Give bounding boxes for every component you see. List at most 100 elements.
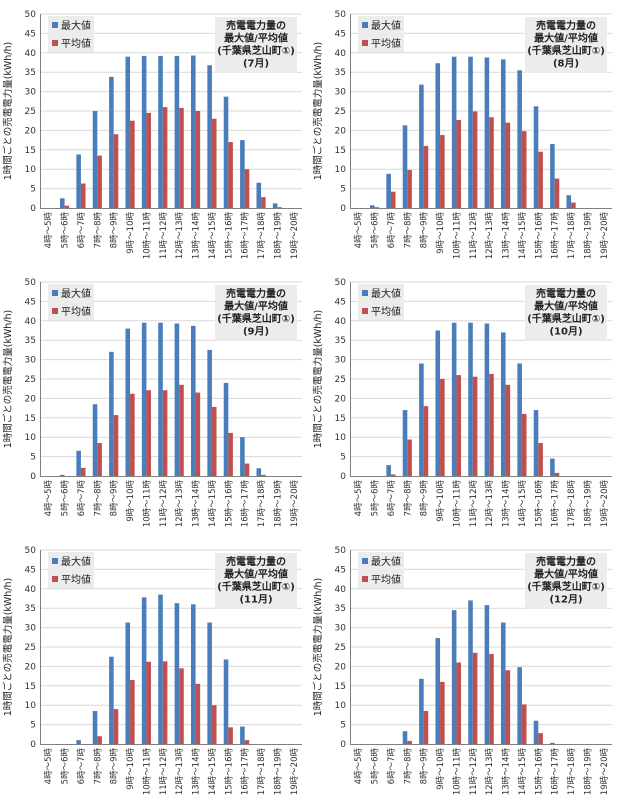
max-bar	[92, 111, 98, 208]
x-tick-label: 17時～18時	[567, 212, 577, 260]
avg-bar	[146, 661, 152, 744]
x-tick-label: 8時～9時	[420, 480, 430, 517]
title-background	[525, 285, 607, 341]
y-tick-label: 10	[335, 701, 347, 711]
legend-swatch	[362, 22, 368, 28]
legend-swatch	[52, 40, 58, 46]
title-line: (12月)	[549, 594, 582, 606]
y-tick-label: 15	[335, 146, 346, 156]
x-tick-label: 13時～14時	[502, 480, 512, 528]
max-bar	[125, 56, 131, 209]
x-tick-label: 13時～14時	[502, 748, 512, 796]
x-tick-label: 11時～12時	[159, 748, 169, 796]
max-bar	[125, 328, 131, 476]
avg-bar	[521, 704, 527, 744]
max-bar	[174, 603, 180, 744]
x-tick-label: 8時～9時	[420, 212, 430, 249]
max-bar	[468, 56, 473, 209]
y-tick-label: 0	[340, 204, 346, 214]
title-line: 最大値/平均値	[534, 300, 598, 313]
x-tick-label: 13時～14時	[192, 480, 202, 528]
x-tick-label: 4時～5時	[354, 212, 364, 249]
y-tick-label: 50	[25, 278, 37, 288]
legend-label: 平均値	[61, 573, 91, 586]
y-tick-label: 35	[25, 604, 36, 614]
y-tick-label: 5	[30, 721, 36, 731]
x-tick-label: 4時～5時	[44, 748, 54, 785]
max-bar	[369, 205, 375, 208]
x-tick-label: 19時～20時	[600, 480, 610, 528]
x-tick-label: 16時～17時	[551, 480, 561, 528]
legend-label: 最大値	[371, 555, 401, 568]
title-line: 売電電力量の	[226, 555, 286, 568]
max-bar	[517, 667, 522, 744]
x-tick-label: 7時～8時	[93, 212, 103, 249]
max-bar	[451, 56, 457, 209]
max-bar	[190, 55, 196, 209]
max-bar	[256, 468, 262, 476]
y-tick-label: 50	[335, 546, 347, 556]
max-bar	[158, 594, 163, 744]
x-tick-label: 7時～8時	[93, 480, 103, 517]
legend-label: 最大値	[371, 287, 401, 300]
avg-bar	[489, 373, 494, 476]
x-tick-label: 14時～15時	[518, 480, 528, 528]
avg-bar	[571, 202, 576, 208]
x-tick-label: 18時～19時	[583, 748, 593, 796]
x-tick-label: 13時～14時	[192, 212, 202, 260]
y-tick-label: 50	[335, 10, 347, 20]
x-tick-label: 4時～5時	[44, 480, 54, 517]
avg-bar	[195, 392, 201, 476]
legend-swatch	[362, 308, 368, 314]
x-tick-label: 5時～6時	[371, 480, 381, 517]
chart-4: 0 5 10 15 20 25 30 35 40 45 50 4時～5時 5時～6時 6時～7時 7時～8時…	[312, 278, 612, 528]
x-tick-label: 9時～10時	[126, 212, 136, 254]
max-bar	[517, 70, 522, 208]
avg-bar	[162, 390, 168, 476]
max-bar	[190, 604, 196, 744]
avg-bar	[130, 679, 135, 744]
x-tick-label: 7時～8時	[403, 212, 413, 249]
avg-bar	[244, 463, 250, 476]
max-bar	[141, 55, 147, 209]
max-bar	[435, 63, 441, 208]
y-tick-label: 25	[25, 643, 36, 653]
x-tick-label: 18時～19時	[273, 748, 283, 796]
y-tick-label: 25	[335, 375, 346, 385]
y-tick-label: 45	[25, 565, 36, 575]
avg-bar	[113, 134, 119, 208]
x-tick-label: 9時～10時	[436, 212, 446, 254]
x-tick-label: 17時～18時	[567, 748, 577, 796]
y-tick-label: 0	[340, 740, 346, 750]
avg-bar	[521, 413, 527, 476]
y-axis-title: 1時間ごとの売電電力量(kWh/h)	[2, 42, 14, 181]
y-tick-label: 25	[335, 107, 346, 117]
max-bar	[451, 322, 457, 476]
x-tick-label: 19時～20時	[600, 212, 610, 260]
avg-bar	[130, 120, 135, 208]
legend-swatch	[362, 290, 368, 296]
max-bar	[207, 349, 212, 476]
title-line: (8月)	[553, 58, 579, 70]
x-tick-label: 14時～15時	[208, 212, 218, 260]
avg-bar	[440, 379, 445, 476]
avg-bar	[440, 135, 445, 208]
y-tick-label: 20	[25, 662, 37, 672]
avg-bar	[228, 142, 233, 208]
max-bar	[402, 410, 408, 476]
avg-bar	[228, 432, 233, 476]
x-tick-label: 4時～5時	[44, 212, 54, 249]
x-tick-label: 18時～19時	[273, 480, 283, 528]
max-bar	[174, 323, 180, 476]
legend-label: 平均値	[371, 37, 401, 50]
avg-bar	[456, 662, 462, 744]
max-bar	[435, 638, 441, 744]
chart-1: 0 5 10 15 20 25 30 35 40 45 50 4時～5時 5時～6時 6時～7時 7時～8時…	[2, 10, 302, 260]
x-tick-label: 11時～12時	[469, 212, 479, 260]
x-tick-label: 16時～17時	[241, 748, 251, 796]
